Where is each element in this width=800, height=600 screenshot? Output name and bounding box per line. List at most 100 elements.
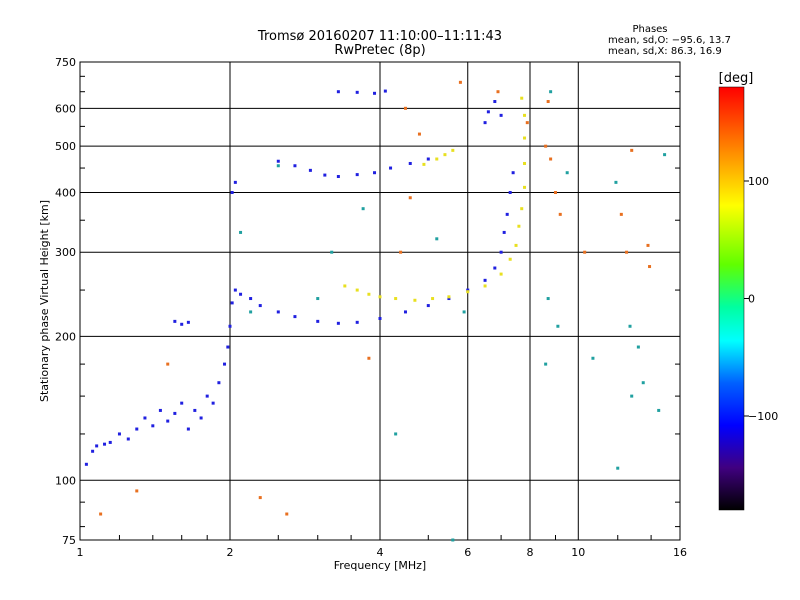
data-point (502, 230, 506, 234)
colorbar: [deg] 100 0 −100 (718, 71, 778, 511)
data-point (619, 212, 623, 216)
data-point (657, 408, 661, 412)
colorbar-gradient (718, 86, 745, 511)
data-point (628, 324, 632, 328)
data-point (389, 166, 393, 170)
data-point (558, 212, 562, 216)
data-point (435, 237, 439, 241)
data-point (135, 489, 139, 493)
x-tick-label: 4 (377, 546, 384, 559)
data-point (544, 144, 548, 148)
y-tick-label: 400 (55, 186, 76, 199)
data-point (546, 100, 550, 104)
data-point (230, 301, 234, 305)
data-point (630, 148, 634, 152)
colorbar-label: [deg] (719, 71, 754, 86)
data-point (499, 113, 503, 117)
data-point (249, 310, 253, 314)
data-point (499, 250, 503, 254)
data-point (336, 90, 340, 94)
data-point (336, 175, 340, 179)
data-point (258, 496, 262, 500)
data-point (336, 321, 340, 325)
data-point (355, 320, 359, 324)
data-point (614, 180, 618, 184)
data-point (95, 444, 99, 448)
data-point (514, 243, 518, 247)
data-point (173, 319, 177, 323)
data-point (276, 164, 280, 168)
y-tick-label: 75 (62, 534, 76, 547)
data-point (636, 345, 640, 349)
data-point (525, 121, 529, 125)
data-point (193, 408, 197, 412)
y-axis-label: Stationary phase Virtual Height [km] (38, 200, 51, 402)
data-point (520, 207, 524, 211)
data-point (276, 310, 280, 314)
data-point (316, 297, 320, 301)
data-point (135, 427, 139, 431)
data-point (505, 212, 509, 216)
data-point (84, 462, 88, 466)
data-point (523, 136, 527, 140)
data-point (117, 432, 121, 436)
plot-area: 1 2 4 6 8 10 16 75 100 200 300 400 500 600 750 (55, 56, 687, 559)
data-point (422, 162, 426, 166)
data-point (493, 266, 497, 270)
data-point (583, 250, 587, 254)
data-point (556, 324, 560, 328)
data-point (285, 512, 289, 516)
data-point (483, 284, 487, 288)
x-tick-label: 1 (77, 546, 84, 559)
data-point (426, 157, 430, 161)
data-point (186, 427, 190, 431)
data-point (625, 250, 629, 254)
data-point (166, 419, 170, 423)
data-point (373, 171, 377, 175)
data-point (403, 106, 407, 110)
data-point (496, 90, 500, 94)
chart-title: Tromsø 20160207 11:10:00–11:11:43 (257, 29, 502, 44)
data-point (378, 316, 382, 320)
phases-title: Phases (632, 24, 667, 35)
data-point (230, 190, 234, 194)
data-point (180, 401, 184, 405)
data-point (367, 292, 371, 296)
data-point (443, 153, 447, 157)
y-tick-label: 750 (55, 56, 76, 69)
data-point (223, 362, 227, 366)
data-point (355, 173, 359, 177)
data-point (126, 437, 130, 441)
data-point (523, 113, 527, 117)
chart-subtitle: RwPretec (8p) (334, 43, 425, 58)
data-point (517, 224, 521, 228)
data-point (143, 416, 147, 420)
data-point (233, 180, 237, 184)
data-point (508, 190, 512, 194)
x-tick-label: 10 (571, 546, 585, 559)
data-point (508, 257, 512, 261)
data-point (408, 196, 412, 200)
data-point (330, 250, 334, 254)
data-point (549, 90, 553, 94)
data-point (417, 132, 421, 136)
data-point (641, 381, 645, 385)
data-point (91, 449, 95, 453)
data-point (373, 91, 377, 95)
data-point (99, 512, 103, 516)
data-point (239, 292, 243, 296)
data-point (486, 110, 490, 114)
data-point (403, 310, 407, 314)
grid-lines (80, 62, 680, 540)
data-point (544, 362, 548, 366)
data-points (84, 80, 667, 542)
data-point (316, 319, 320, 323)
data-point (394, 432, 398, 436)
data-point (408, 161, 412, 165)
data-point (520, 96, 524, 100)
data-point (499, 272, 503, 276)
y-axis-ticks: 75 100 200 300 400 500 600 750 (55, 56, 680, 547)
data-point (180, 322, 184, 326)
data-point (646, 243, 650, 247)
data-point (394, 297, 398, 301)
